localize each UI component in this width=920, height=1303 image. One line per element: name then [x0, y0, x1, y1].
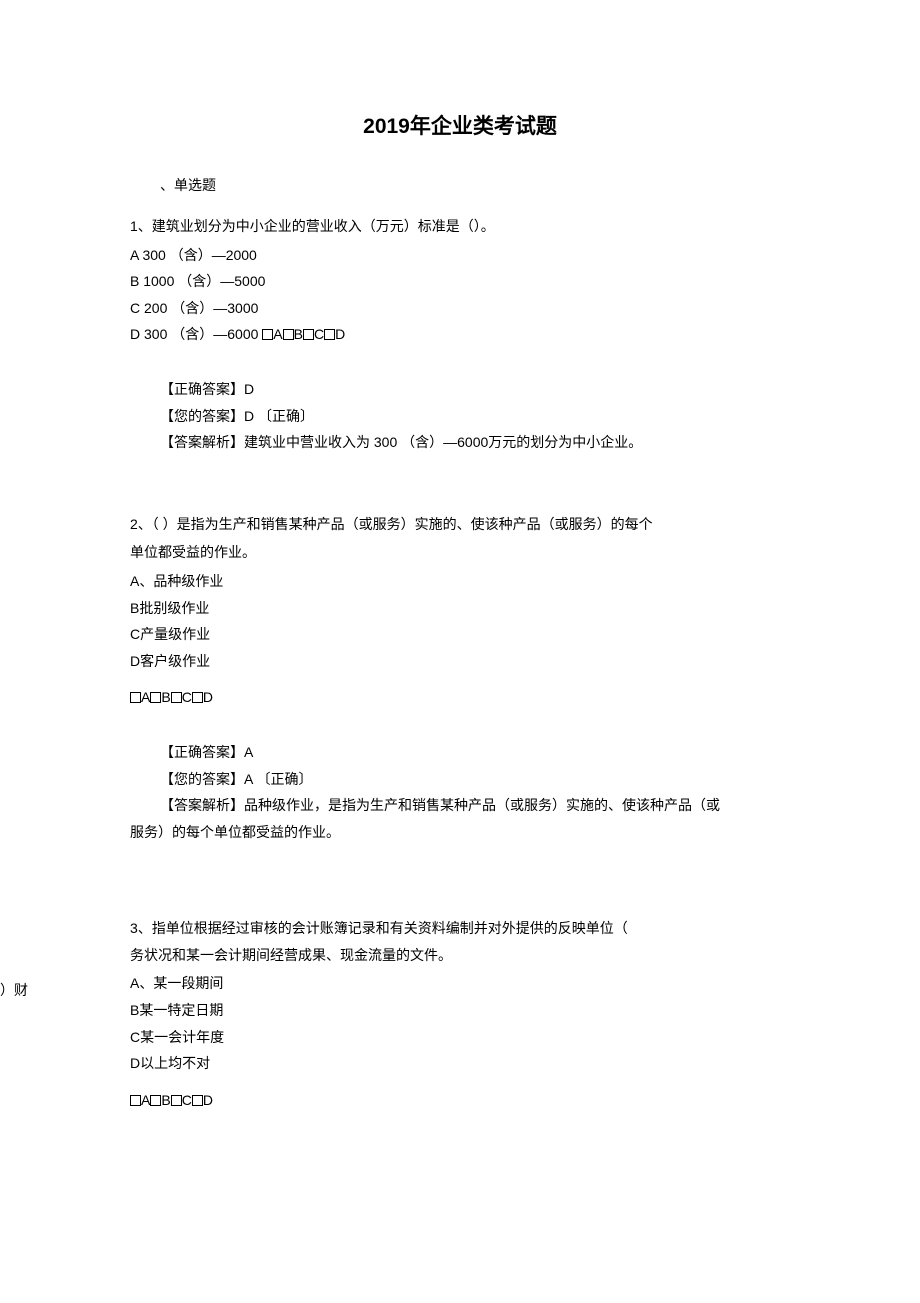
question-1: 1、建筑业划分为中小企业的营业收入（万元）标准是（ ）。 A 300 （含）—2…: [130, 213, 790, 456]
checkbox-d[interactable]: D: [192, 684, 213, 711]
analysis-line2: 服务）的每个单位都受益的作业。: [130, 819, 790, 846]
your-answer: 【您的答案】A 〔正确〕: [160, 766, 790, 793]
checkbox-d[interactable]: D: [192, 1087, 213, 1114]
checkbox-d[interactable]: D: [324, 321, 345, 348]
q2-line2: 单位都受益的作业。: [130, 539, 790, 566]
analysis-text: 建筑业中营业收入为 300 （含）—6000万元的划分为中小企业。: [244, 434, 642, 450]
checkbox-b[interactable]: B: [150, 1087, 170, 1114]
checkbox-a[interactable]: A: [130, 684, 150, 711]
option-a: A、某一段期间: [130, 970, 790, 997]
your-answer-value: A 〔正确〕: [244, 771, 312, 787]
option-a: A、品种级作业: [130, 568, 790, 595]
checkbox-c[interactable]: C: [303, 321, 324, 348]
option-d-row: D 300 （含）—6000 ABCD: [130, 321, 790, 348]
option-b: B某一特定日期: [130, 997, 790, 1024]
question-3: 3、指单位根据经过审核的会计账簿记录和有关资料编制并对外提供的反映单位（ 务状况…: [130, 915, 790, 1113]
your-answer-label: 【您的答案】: [160, 771, 244, 787]
option-a: A 300 （含）—2000: [130, 242, 790, 269]
checkbox-d-label: D: [203, 1092, 213, 1108]
checkbox-c-label: C: [314, 326, 324, 342]
correct-answer: 【正确答案】A: [160, 739, 790, 766]
q1-prefix: 1、建筑业划分为中小企业的营业收入（万元）标准是（: [130, 218, 474, 234]
checkbox-c[interactable]: C: [171, 684, 192, 711]
checkbox-b[interactable]: B: [283, 321, 303, 348]
checkbox-c-label: C: [182, 689, 192, 705]
correct-answer: 【正确答案】D: [160, 376, 790, 403]
checkbox-a-label: A: [273, 326, 282, 342]
answer-block: 【正确答案】D 【您的答案】D 〔正确〕 【答案解析】建筑业中营业收入为 300…: [160, 376, 790, 456]
checkbox-b-label: B: [294, 326, 303, 342]
analysis-line1: 【答案解析】品种级作业，是指为生产和销售某种产品（或服务）实施的、使该种产品（或: [160, 792, 790, 819]
option-d: D以上均不对: [130, 1050, 790, 1077]
analysis-label: 【答案解析】: [160, 434, 244, 450]
q3-line1: 3、指单位根据经过审核的会计账簿记录和有关资料编制并对外提供的反映单位（: [130, 915, 790, 942]
checkbox-c-label: C: [182, 1092, 192, 1108]
q1-suffix: ）。: [474, 218, 495, 234]
correct-answer-label: 【正确答案】: [160, 381, 244, 397]
checkbox-d-label: D: [203, 689, 213, 705]
option-c: C产量级作业: [130, 621, 790, 648]
answer-block: 【正确答案】A 【您的答案】A 〔正确〕 【答案解析】品种级作业，是指为生产和销…: [160, 739, 790, 845]
your-answer-label: 【您的答案】: [160, 408, 244, 424]
option-b: B批别级作业: [130, 595, 790, 622]
checkbox-b-label: B: [161, 689, 170, 705]
question-text: 1、建筑业划分为中小企业的营业收入（万元）标准是（ ）。: [130, 213, 790, 240]
correct-answer-value: D: [244, 381, 254, 397]
question-2: 2、（ ）是指为生产和销售某种产品（或服务）实施的、使该种产品（或服务）的每个 …: [130, 511, 790, 846]
side-margin-text: ）财: [0, 980, 28, 1000]
checkbox-d-label: D: [335, 326, 345, 342]
page-container: 2019年企业类考试题 、单选题 1、建筑业划分为中小企业的营业收入（万元）标准…: [0, 0, 920, 1113]
analysis: 【答案解析】建筑业中营业收入为 300 （含）—6000万元的划分为中小企业。: [160, 429, 790, 456]
your-answer: 【您的答案】D 〔正确〕: [160, 403, 790, 430]
checkbox-row: ABCD: [130, 1087, 790, 1114]
correct-answer-value: A: [244, 744, 253, 760]
correct-answer-label: 【正确答案】: [160, 744, 244, 760]
page-title: 2019年企业类考试题: [130, 110, 790, 140]
option-d-text: D 300 （含）—6000: [130, 326, 258, 342]
checkbox-b-label: B: [161, 1092, 170, 1108]
option-b: B 1000 （含）—5000: [130, 268, 790, 295]
checkbox-a-label: A: [141, 689, 150, 705]
checkbox-a[interactable]: A: [262, 321, 282, 348]
option-d: D客户级作业: [130, 648, 790, 675]
checkbox-b[interactable]: B: [150, 684, 170, 711]
checkbox-c[interactable]: C: [171, 1087, 192, 1114]
checkbox-a-label: A: [141, 1092, 150, 1108]
q2-line1: 2、（ ）是指为生产和销售某种产品（或服务）实施的、使该种产品（或服务）的每个: [130, 511, 790, 538]
option-c: C 200 （含）—3000: [130, 295, 790, 322]
section-label: 、单选题: [160, 175, 790, 195]
analysis-label: 【答案解析】: [160, 797, 244, 813]
checkbox-row: ABCD: [130, 684, 790, 711]
q3-line2: 务状况和某一会计期间经营成果、现金流量的文件。: [130, 942, 790, 969]
option-c: C某一会计年度: [130, 1024, 790, 1051]
analysis-text-1: 品种级作业，是指为生产和销售某种产品（或服务）实施的、使该种产品（或: [244, 797, 720, 813]
your-answer-value: D 〔正确〕: [244, 408, 314, 424]
checkbox-a[interactable]: A: [130, 1087, 150, 1114]
